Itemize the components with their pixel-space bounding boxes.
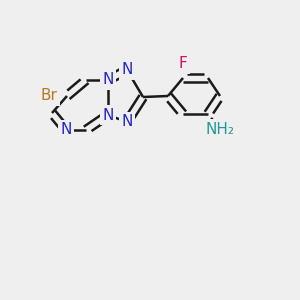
Text: Br: Br [40,88,57,104]
Text: N: N [121,115,133,130]
Text: N: N [121,62,133,77]
Text: N: N [102,73,114,88]
Text: NH₂: NH₂ [206,122,235,136]
Text: N: N [60,122,72,137]
Text: F: F [178,56,188,71]
Text: N: N [102,107,114,122]
